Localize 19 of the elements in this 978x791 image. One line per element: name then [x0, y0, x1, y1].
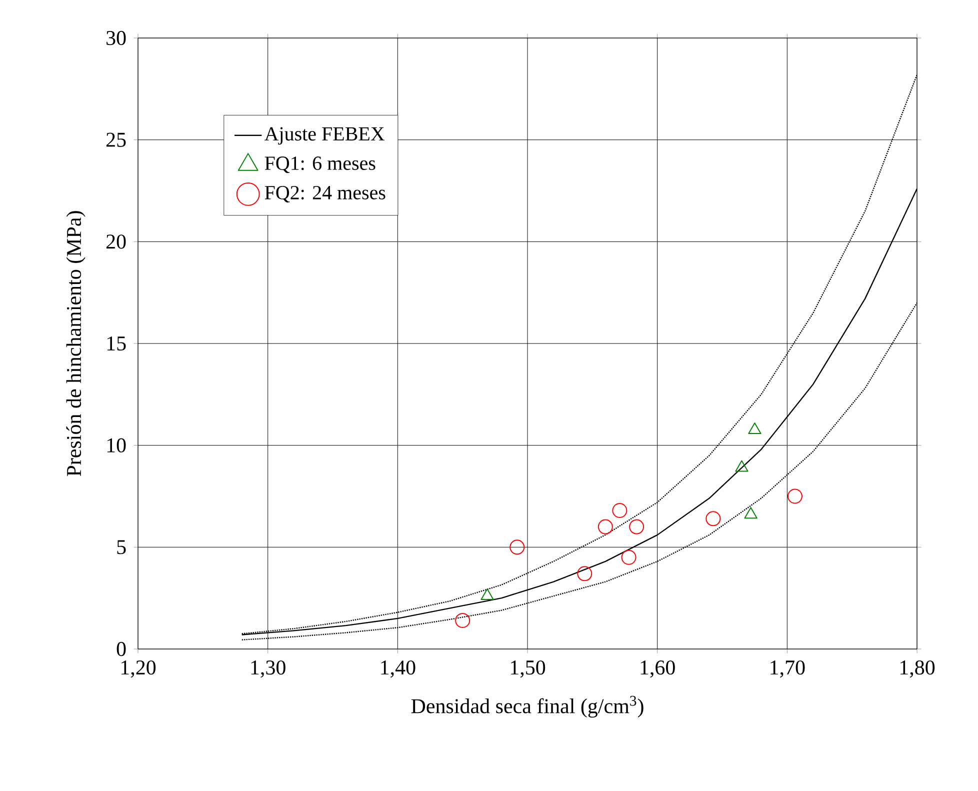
x-tick-label: 1,60: [640, 660, 675, 678]
x-tick-label: 1,50: [510, 660, 546, 678]
y-tick-label: 5: [117, 540, 126, 554]
x-tick-label: 1,30: [251, 660, 286, 678]
legend-label: FQ1: 6 meses: [264, 156, 376, 174]
x-tick-label: 1,70: [770, 660, 805, 678]
y-tick-label: 25: [106, 132, 126, 147]
x-axis-title: Densidad seca final (g/cm$^{3}$): [411, 696, 644, 718]
x-tick-label: 1,40: [381, 660, 416, 678]
y-axis-title: Presión de hinchamiento (MPa): [66, 211, 86, 476]
legend-label: FQ2: 24 meses: [264, 186, 386, 202]
y-tick-label: 20: [106, 234, 126, 249]
x-tick-label: 1,80: [900, 660, 935, 678]
y-tick-label: 0: [116, 642, 126, 656]
x-tick-label: 1,20: [121, 660, 156, 678]
y-tick-label: 10: [107, 438, 126, 452]
legend-label: Ajuste FEBEX: [264, 127, 384, 145]
y-tick-label: 30: [106, 30, 126, 46]
y-tick-label: 15: [107, 336, 126, 351]
